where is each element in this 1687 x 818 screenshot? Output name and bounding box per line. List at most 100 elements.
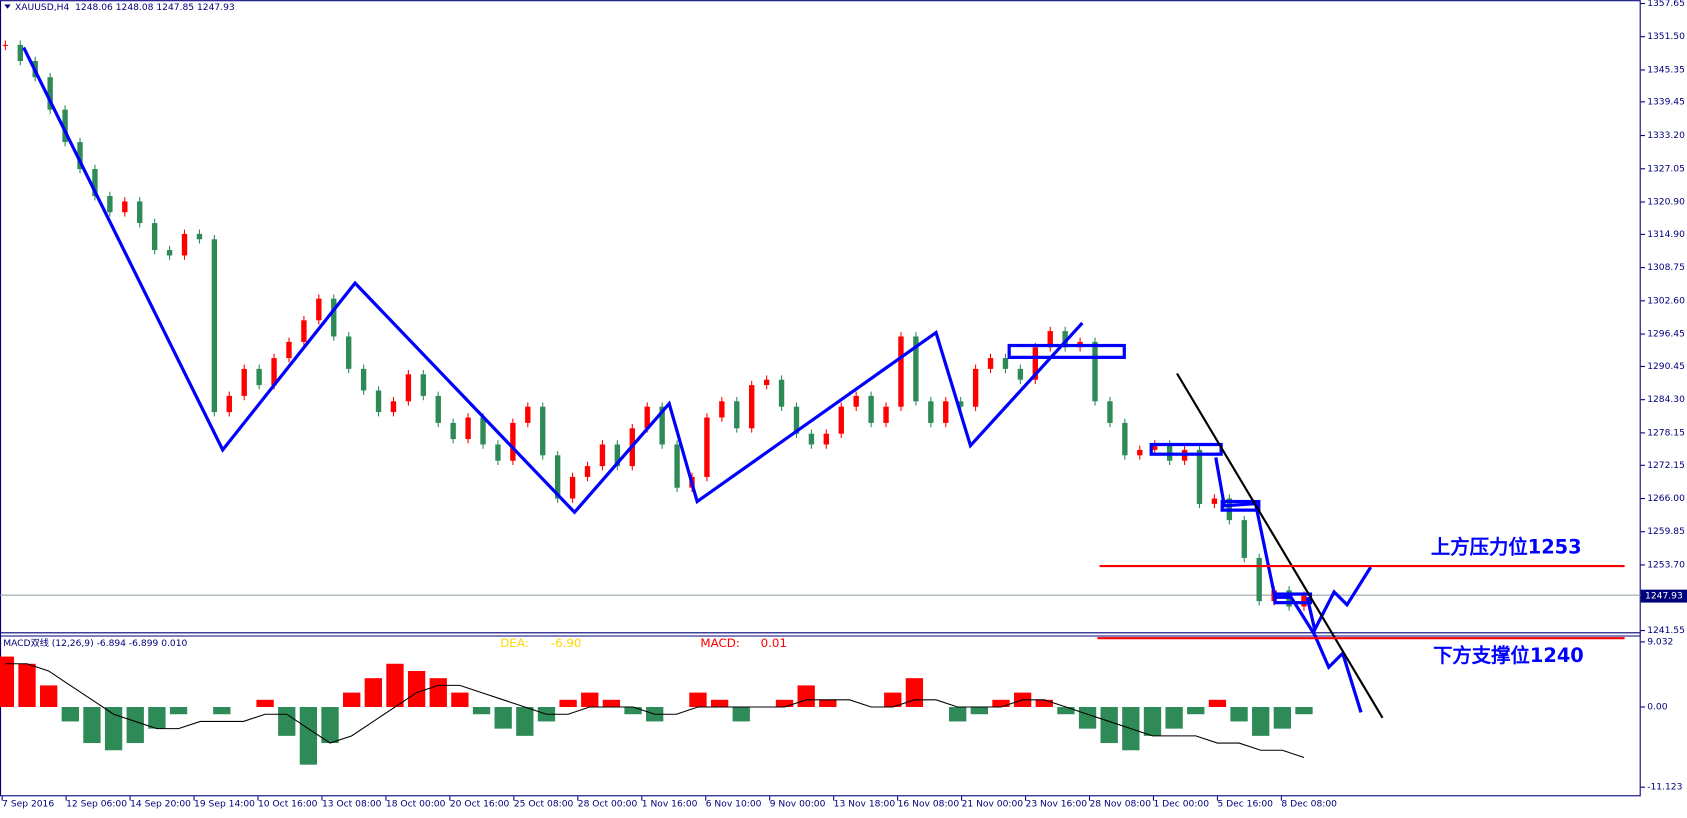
macd-bar — [407, 670, 426, 708]
candle — [510, 422, 516, 461]
candle — [1047, 331, 1053, 348]
macd-bar — [1208, 699, 1227, 708]
candle — [943, 401, 949, 423]
macd-bar — [343, 692, 361, 708]
box — [1149, 442, 1223, 456]
macd-label: MACD: — [700, 636, 739, 650]
candle — [778, 379, 785, 407]
candle — [390, 401, 397, 413]
macd-bar — [126, 707, 144, 744]
projection-down — [1313, 634, 1363, 713]
y-tick-label: 1357.65 — [1647, 0, 1685, 9]
candle — [122, 201, 128, 213]
candle — [957, 401, 964, 407]
macd-bar — [1100, 707, 1118, 744]
y-tick-label: 1259.85 — [1647, 527, 1685, 537]
candle — [569, 476, 576, 499]
candle — [599, 444, 606, 467]
y-tick-label: 1266.00 — [1647, 494, 1685, 504]
candle — [913, 336, 919, 402]
y-tick-label: 1333.20 — [1647, 131, 1685, 141]
macd-bar — [278, 707, 296, 736]
macd-bar — [1035, 699, 1053, 708]
macd-bar — [451, 692, 469, 708]
candle — [554, 455, 561, 499]
y-tick-label: 1296.45 — [1647, 330, 1685, 340]
macd-bar — [40, 685, 58, 708]
candle — [928, 401, 934, 423]
candle — [286, 341, 292, 359]
candle — [1032, 347, 1038, 380]
candle — [62, 109, 68, 143]
candle — [883, 406, 889, 423]
trend-path — [1214, 457, 1317, 636]
macd-value: 0.01 — [761, 636, 787, 650]
candle — [644, 406, 650, 429]
candle — [868, 395, 874, 423]
candle — [465, 417, 471, 440]
macd-bar — [1230, 707, 1248, 722]
macd-bar — [1143, 707, 1162, 736]
candle — [166, 250, 173, 256]
y-tick-label: 1272.15 — [1647, 461, 1685, 471]
candle — [898, 336, 904, 407]
macd-bar — [429, 678, 447, 708]
macd-bar — [1295, 707, 1313, 715]
macd-bar — [299, 707, 318, 765]
candle — [1092, 341, 1098, 402]
candle — [360, 368, 367, 391]
macd-bar — [559, 699, 577, 708]
candle — [838, 406, 844, 434]
candle — [435, 395, 441, 423]
price-tag — [1640, 589, 1687, 603]
candle — [1241, 520, 1247, 558]
candle — [47, 77, 53, 110]
candle — [853, 395, 859, 407]
macd-title: MACD双线 (12,26,9) -6.894 -6.899 0.010 — [3, 637, 187, 649]
macd-bar — [18, 663, 36, 708]
candle — [719, 401, 725, 418]
dea-line — [5, 663, 1305, 758]
x-tick-label: 28 Oct 00:00 — [578, 799, 638, 809]
candle — [614, 444, 621, 467]
projection-up — [1305, 566, 1373, 635]
macd-bar — [949, 707, 967, 722]
x-tick-label: 7 Sep 2016 — [2, 799, 54, 809]
trend-line — [1176, 372, 1384, 719]
candle — [345, 336, 352, 369]
x-tick-label: 25 Oct 08:00 — [514, 799, 574, 809]
macd-bar — [83, 707, 101, 744]
candle — [793, 406, 800, 434]
macd-bar — [516, 707, 534, 736]
x-tick-label: 8 Dec 08:00 — [1281, 799, 1337, 809]
macd-bar — [0, 656, 15, 708]
y-tick-label: 1241.55 — [1647, 626, 1685, 636]
candle — [972, 368, 979, 407]
candle — [1017, 368, 1024, 380]
macd-bar — [689, 692, 707, 708]
x-tick-label: 16 Nov 08:00 — [898, 799, 960, 809]
x-tick-label: 1 Nov 16:00 — [642, 799, 698, 809]
candle — [1107, 401, 1113, 423]
macd-bar — [624, 707, 642, 715]
candle — [659, 406, 665, 445]
box — [1007, 343, 1126, 359]
y-tick-label: 1302.60 — [1647, 296, 1685, 306]
candle — [480, 417, 486, 445]
y-tick-label: 1290.45 — [1647, 362, 1685, 372]
y-tick-label: -11.123 — [1647, 783, 1682, 793]
candle — [1137, 449, 1143, 456]
candle — [420, 374, 427, 396]
x-tick-label: 19 Sep 14:00 — [194, 799, 255, 809]
x-tick-label: 5 Dec 16:00 — [1217, 799, 1273, 809]
x-tick-label: 20 Oct 16:00 — [450, 799, 510, 809]
macd-bar — [364, 678, 382, 708]
macd-bar — [61, 707, 79, 722]
candle — [823, 433, 830, 445]
x-tick-label: 10 Oct 16:00 — [258, 799, 318, 809]
macd-bar — [602, 699, 621, 708]
candle — [211, 239, 218, 413]
candle — [1062, 331, 1068, 348]
macd-bar — [710, 699, 729, 708]
y-tick-label: 1308.75 — [1647, 263, 1685, 273]
